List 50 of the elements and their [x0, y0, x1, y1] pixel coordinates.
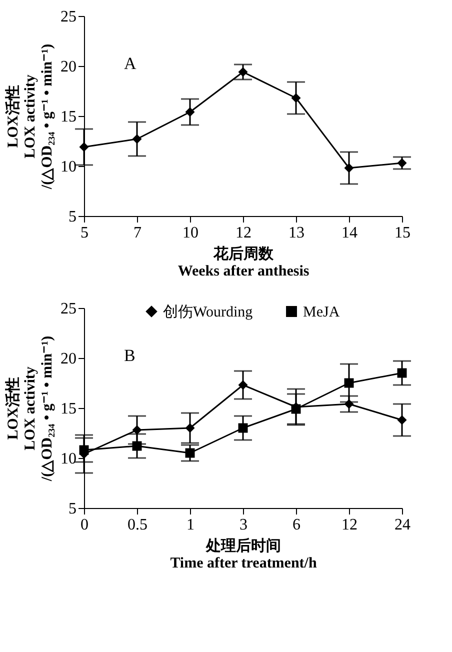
x-tick-label: 1	[186, 516, 194, 534]
point	[238, 423, 248, 433]
y-tick-label: 10	[60, 158, 76, 176]
y-tick-label: 5	[68, 500, 76, 518]
x-tick-label: 3	[240, 516, 248, 534]
point	[132, 134, 142, 144]
y-tick-label: 25	[60, 300, 76, 318]
point	[344, 378, 354, 388]
y-tick-label: 25	[60, 8, 76, 26]
point	[397, 415, 407, 425]
legend-label: MeJA	[303, 304, 340, 321]
x-axis-title: 处理后时间 Time after treatment/h	[170, 538, 318, 572]
x-tick-label: 7	[134, 224, 142, 242]
y-tick-label: 10	[60, 450, 76, 468]
x-tick-label: 6	[292, 516, 300, 534]
point	[344, 163, 354, 173]
point	[79, 142, 89, 152]
x-axis-title: 花后周数 Weeks after anthesis	[178, 246, 310, 280]
point	[185, 448, 195, 458]
x-tick-label: 12	[342, 516, 358, 534]
point	[291, 93, 301, 103]
y-tick-label: 5	[68, 208, 76, 226]
point	[79, 445, 89, 455]
x-tick-label: 0	[80, 516, 88, 534]
y-tick-label: 20	[60, 58, 76, 76]
y-tick-label: 20	[60, 350, 76, 368]
y-tick-label: 15	[60, 400, 76, 418]
x-tick-label: 13	[288, 224, 304, 242]
legend-label: 创伤Wourding	[163, 304, 254, 321]
x-tick-label: 12	[236, 224, 252, 242]
annotation: A	[124, 54, 137, 73]
point	[185, 423, 195, 433]
point	[344, 399, 354, 409]
point	[132, 441, 142, 451]
point	[238, 67, 248, 77]
x-tick-label: 10	[182, 224, 198, 242]
point	[238, 380, 248, 390]
y-axis-title: LOX活性 LOX activity /(△OD₂₃₄ • g⁻¹ • min⁻¹)	[4, 44, 56, 190]
point	[397, 158, 407, 168]
x-tick-label: 0.5	[128, 516, 148, 534]
y-axis-title: LOX活性 LOX activity /(△OD₂₃₄ • g⁻¹ • min⁻¹)	[4, 336, 56, 482]
y-tick-label: 15	[60, 108, 76, 126]
point	[185, 107, 195, 117]
x-tick-label: 14	[342, 224, 358, 242]
x-tick-label: 5	[80, 224, 88, 242]
x-tick-label: 15	[394, 224, 410, 242]
annotation: B	[124, 346, 136, 365]
x-tick-label: 24	[394, 516, 410, 534]
point	[397, 368, 407, 378]
point	[132, 425, 142, 435]
